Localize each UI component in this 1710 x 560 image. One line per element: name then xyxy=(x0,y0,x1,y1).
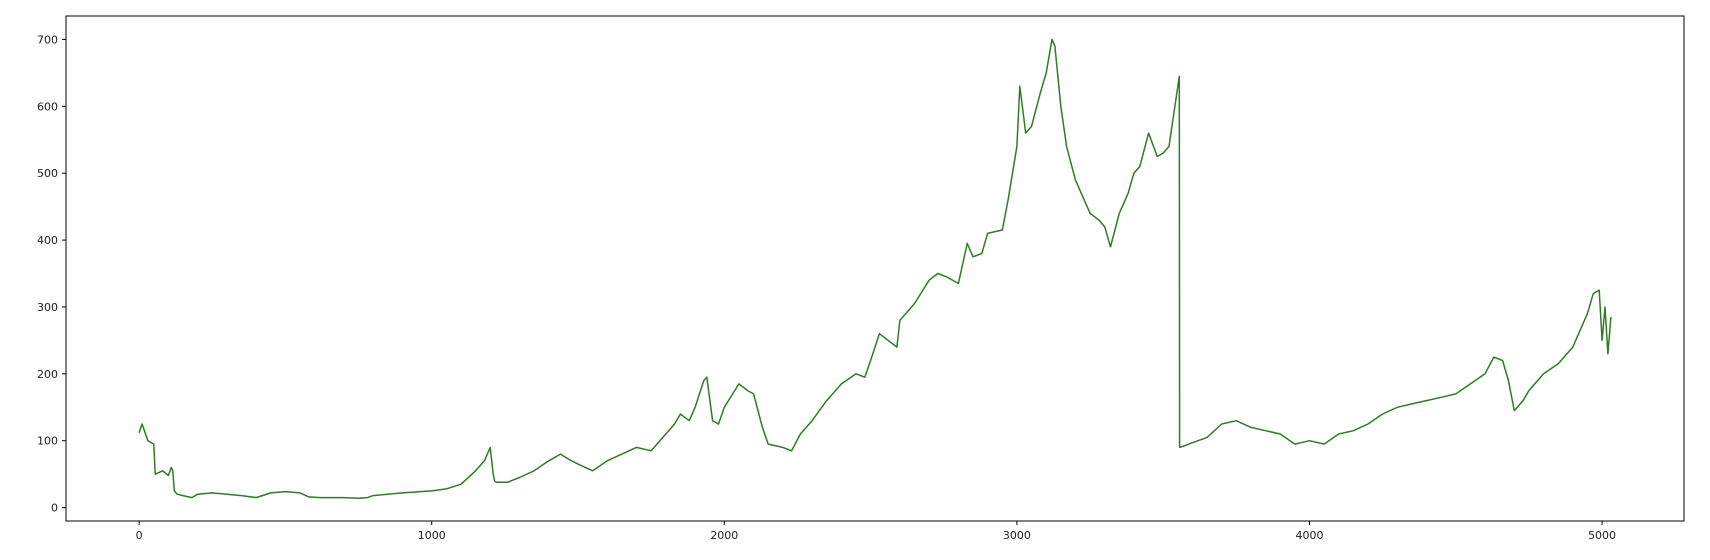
x-tick-label: 5000 xyxy=(1588,529,1616,542)
y-tick-label: 600 xyxy=(37,100,58,113)
x-tick-label: 3000 xyxy=(1003,529,1031,542)
y-tick-label: 0 xyxy=(51,502,58,515)
y-tick-label: 200 xyxy=(37,368,58,381)
x-tick-label: 0 xyxy=(136,529,143,542)
x-tick-label: 2000 xyxy=(710,529,738,542)
series-layer xyxy=(138,38,1612,500)
x-axis: 0 1000 2000 3000 4000 5000 xyxy=(136,521,1616,542)
y-tick-label: 400 xyxy=(37,234,58,247)
y-tick-label: 700 xyxy=(37,33,58,46)
y-tick-label: 100 xyxy=(37,435,58,448)
y-axis: 0 100 200 300 400 500 600 700 xyxy=(37,33,66,515)
plot-frame xyxy=(65,15,1685,522)
series-line-0 xyxy=(138,38,1612,500)
x-tick-label: 4000 xyxy=(1295,529,1323,542)
x-tick-label: 1000 xyxy=(418,529,446,542)
y-tick-label: 500 xyxy=(37,167,58,180)
y-tick-label: 300 xyxy=(37,301,58,314)
